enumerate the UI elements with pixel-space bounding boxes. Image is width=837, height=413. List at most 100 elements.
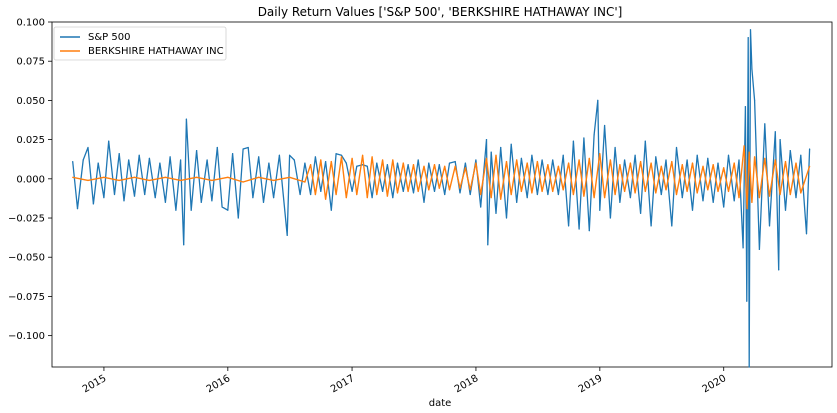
data-point xyxy=(180,159,182,161)
data-point xyxy=(552,159,554,161)
data-point xyxy=(557,165,560,167)
data-point xyxy=(597,99,599,101)
data-point xyxy=(118,153,120,155)
data-point xyxy=(464,162,466,164)
data-point xyxy=(273,197,275,199)
data-point xyxy=(335,153,337,155)
legend-label-sp500: S&P 500 xyxy=(88,32,130,43)
data-point xyxy=(743,145,745,147)
data-point xyxy=(428,189,430,191)
data-point xyxy=(190,209,192,211)
data-point xyxy=(717,190,719,192)
data-point xyxy=(340,154,343,156)
data-point xyxy=(751,68,753,70)
data-point xyxy=(475,162,477,164)
data-point xyxy=(614,146,616,149)
data-point xyxy=(407,190,409,192)
data-point xyxy=(444,193,446,196)
data-point xyxy=(417,190,419,192)
data-point xyxy=(314,193,316,196)
data-point xyxy=(754,156,756,158)
data-point xyxy=(495,154,497,156)
data-point xyxy=(480,193,482,196)
data-point xyxy=(304,162,306,164)
data-point xyxy=(562,189,564,191)
data-point xyxy=(675,146,678,149)
data-point xyxy=(268,162,270,164)
data-point xyxy=(655,156,657,158)
data-point xyxy=(634,192,636,194)
data-point xyxy=(87,179,89,181)
data-point xyxy=(800,192,802,194)
data-point xyxy=(76,208,79,210)
data-point xyxy=(340,156,343,158)
data-point xyxy=(448,189,451,191)
data-point xyxy=(351,190,353,192)
data-point xyxy=(568,225,570,227)
data-point xyxy=(541,190,543,192)
data-point xyxy=(362,154,364,156)
y-tick-label: −0.075 xyxy=(8,292,45,303)
data-point xyxy=(92,203,94,205)
data-point xyxy=(444,165,446,167)
data-point xyxy=(640,161,642,163)
data-point xyxy=(723,167,725,169)
data-point xyxy=(490,197,492,199)
data-point xyxy=(552,190,554,192)
data-point xyxy=(702,165,704,167)
data-point xyxy=(412,164,415,166)
data-point xyxy=(262,201,265,203)
data-point xyxy=(665,159,667,161)
data-point xyxy=(72,176,74,178)
data-point xyxy=(286,234,288,236)
data-point xyxy=(500,146,502,149)
data-point xyxy=(480,206,482,208)
data-point xyxy=(366,165,368,167)
data-point xyxy=(696,154,698,156)
data-point xyxy=(371,156,373,158)
data-point xyxy=(619,164,621,166)
data-point xyxy=(748,151,750,153)
data-point xyxy=(196,176,198,178)
data-point xyxy=(386,195,388,197)
data-point xyxy=(707,189,709,191)
data-point xyxy=(681,164,683,166)
data-point xyxy=(764,157,766,159)
data-point xyxy=(727,190,730,192)
data-point xyxy=(681,197,683,199)
data-point xyxy=(247,146,249,149)
data-point xyxy=(805,233,808,235)
data-point xyxy=(655,192,657,194)
data-point xyxy=(588,157,590,159)
data-point xyxy=(583,195,585,197)
data-point xyxy=(644,140,646,142)
data-point xyxy=(454,165,456,167)
data-point xyxy=(183,244,185,246)
data-point xyxy=(768,195,771,197)
data-point xyxy=(520,157,523,159)
data-point xyxy=(448,162,451,164)
data-point xyxy=(758,248,761,250)
data-point xyxy=(572,193,575,196)
data-point xyxy=(392,197,394,199)
data-point xyxy=(629,162,632,164)
data-point xyxy=(423,201,425,203)
data-point xyxy=(764,123,766,125)
data-point xyxy=(604,124,606,127)
data-point xyxy=(293,159,295,161)
data-point xyxy=(599,209,601,211)
data-point xyxy=(278,154,280,156)
data-point xyxy=(505,217,508,219)
data-point xyxy=(572,140,575,142)
data-point xyxy=(196,150,198,152)
data-point xyxy=(809,165,811,167)
data-point xyxy=(487,244,489,246)
y-axis: 0.100 0.075 0.050 0.025 0.000 −0.025 −0.050 −0.… xyxy=(8,18,52,342)
data-point xyxy=(227,209,229,211)
data-point xyxy=(103,197,105,199)
data-point xyxy=(330,209,332,211)
data-point xyxy=(485,157,488,159)
data-point xyxy=(644,190,646,192)
y-tick-label: −0.025 xyxy=(8,214,45,225)
data-point xyxy=(619,201,621,203)
